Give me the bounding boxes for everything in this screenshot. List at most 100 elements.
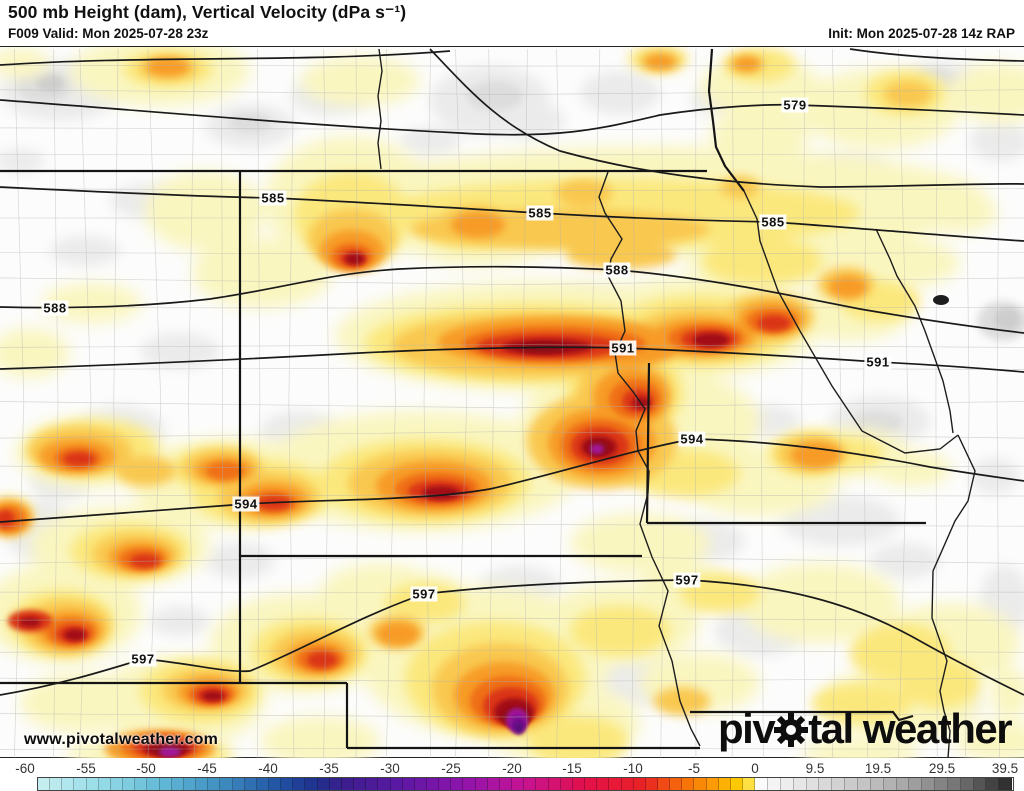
colorbar-segment xyxy=(645,778,658,790)
colorbar: -60 -55 -50 -45 -40 -35 -30 -25 -20 -15 -10 -5 0 9.5 1… xyxy=(0,758,1024,791)
colorbar-segment xyxy=(183,778,197,790)
colorbar-segment xyxy=(366,778,379,790)
colorbar-segment xyxy=(281,778,294,790)
colorbar-tick-label: -50 xyxy=(136,761,156,776)
colorbar-segment xyxy=(806,778,820,790)
colorbar-segment xyxy=(232,778,245,790)
colorbar-segment xyxy=(670,778,683,790)
colorbar-segment xyxy=(354,778,367,790)
colorbar-tick-label: 19.5 xyxy=(864,761,892,776)
colorbar-segment xyxy=(123,778,136,790)
colorbar-segment xyxy=(973,778,987,790)
colorbar-segment xyxy=(208,778,221,790)
colorbar-tick-label: -10 xyxy=(623,761,643,776)
colorbar-tick-label: -20 xyxy=(502,761,522,776)
colorbar-segment xyxy=(682,778,695,790)
colorbar-tick-label: -30 xyxy=(380,761,400,776)
logo-text-tal-weather: tal weather xyxy=(808,705,1012,752)
colorbar-segment xyxy=(487,778,500,790)
colorbar-segment xyxy=(730,778,744,790)
colorbar-segment xyxy=(597,778,610,790)
colorbar-segment xyxy=(427,778,440,790)
colorbar-tick-label: -5 xyxy=(687,761,701,776)
state-borders xyxy=(0,48,926,750)
colorbar-segment xyxy=(451,778,464,790)
colorbar-segment xyxy=(909,778,923,790)
colorbar-segment xyxy=(341,778,355,790)
colorbar-tick-label: 9.5 xyxy=(805,761,825,776)
colorbar-segment xyxy=(633,778,646,790)
forecast-valid-label: F009 Valid: Mon 2025-07-28 23z xyxy=(8,26,209,41)
colorbar-segment xyxy=(50,778,63,790)
colorbar-segment xyxy=(609,778,622,790)
colorbar-segment xyxy=(999,778,1013,790)
contour-label: 585 xyxy=(526,205,554,221)
colorbar-segment xyxy=(947,778,961,790)
page-title: 500 mb Height (dam), Vertical Velocity (… xyxy=(8,2,407,22)
colorbar-segment xyxy=(268,778,282,790)
colorbar-segment xyxy=(135,778,148,790)
colorbar-segment xyxy=(832,778,846,790)
colorbar-segment xyxy=(159,778,172,790)
colorbar-segment xyxy=(463,778,476,790)
colorbar-segment xyxy=(524,778,537,790)
colorbar-segment xyxy=(845,778,858,790)
colorbar-segment xyxy=(38,778,51,790)
colorbar-segment xyxy=(86,778,99,790)
colorbar-segment xyxy=(657,778,671,790)
colorbar-segment xyxy=(819,778,833,790)
colorbar-tick-label: -35 xyxy=(319,761,339,776)
county-lines xyxy=(0,48,1024,759)
colorbar-segment xyxy=(922,778,936,790)
weather-map: 579 585 585 585 588 588 591 591 594 594 597 597 597 … xyxy=(0,46,1024,759)
colorbar-tick-label: -60 xyxy=(15,761,35,776)
contour-label: 597 xyxy=(410,586,438,602)
watermark: www.pivotalweather.com xyxy=(24,731,219,748)
colorbar-segment xyxy=(74,778,87,790)
contour-label: 597 xyxy=(673,572,701,588)
colorbar-segment xyxy=(329,778,342,790)
colorbar-segment xyxy=(768,778,781,790)
colorbar-segment xyxy=(870,778,884,790)
colorbar-segment xyxy=(694,778,707,790)
colorbar-segment xyxy=(857,778,871,790)
contour-label: 594 xyxy=(678,431,706,447)
colorbar-segment xyxy=(986,778,1000,790)
colorbar-segment xyxy=(512,778,525,790)
colorbar-segment xyxy=(256,778,269,790)
contour-label: 588 xyxy=(603,262,631,278)
colorbar-segment xyxy=(780,778,794,790)
colorbar-segment xyxy=(171,778,184,790)
logo-text-piv: piv xyxy=(718,705,776,752)
gear-icon xyxy=(774,713,809,747)
colorbar-segment xyxy=(414,778,427,790)
colorbar-segment xyxy=(718,778,731,790)
colorbar-segment xyxy=(560,778,573,790)
colorbar-segment xyxy=(110,778,124,790)
colorbar-strip xyxy=(37,777,1014,791)
colorbar-segment xyxy=(196,778,209,790)
pivotal-weather-logo: piv tal weather xyxy=(718,705,1013,753)
model-init-label: Init: Mon 2025-07-28 14z RAP xyxy=(828,26,1015,41)
colorbar-segment xyxy=(743,778,756,790)
colorbar-segment xyxy=(896,778,910,790)
colorbar-segment xyxy=(98,778,111,790)
colorbar-segment xyxy=(793,778,807,790)
colorbar-segment xyxy=(317,778,330,790)
colorbar-tick-label: 29.5 xyxy=(928,761,956,776)
colorbar-tick-label: -25 xyxy=(441,761,461,776)
contour-label: 579 xyxy=(781,97,809,113)
colorbar-segment xyxy=(439,778,452,790)
colorbar-tick-label: 39.5 xyxy=(991,761,1019,776)
colorbar-segment xyxy=(402,778,415,790)
contour-label: 594 xyxy=(232,496,260,512)
colorbar-segment xyxy=(536,778,549,790)
colorbar-segment xyxy=(244,778,257,790)
colorbar-segment xyxy=(62,778,75,790)
contour-label: 585 xyxy=(259,190,287,206)
colorbar-segment xyxy=(220,778,233,790)
colorbar-segment xyxy=(585,778,598,790)
contour-label: 591 xyxy=(864,354,892,370)
colorbar-segment xyxy=(572,778,586,790)
colorbar-segment xyxy=(499,778,513,790)
